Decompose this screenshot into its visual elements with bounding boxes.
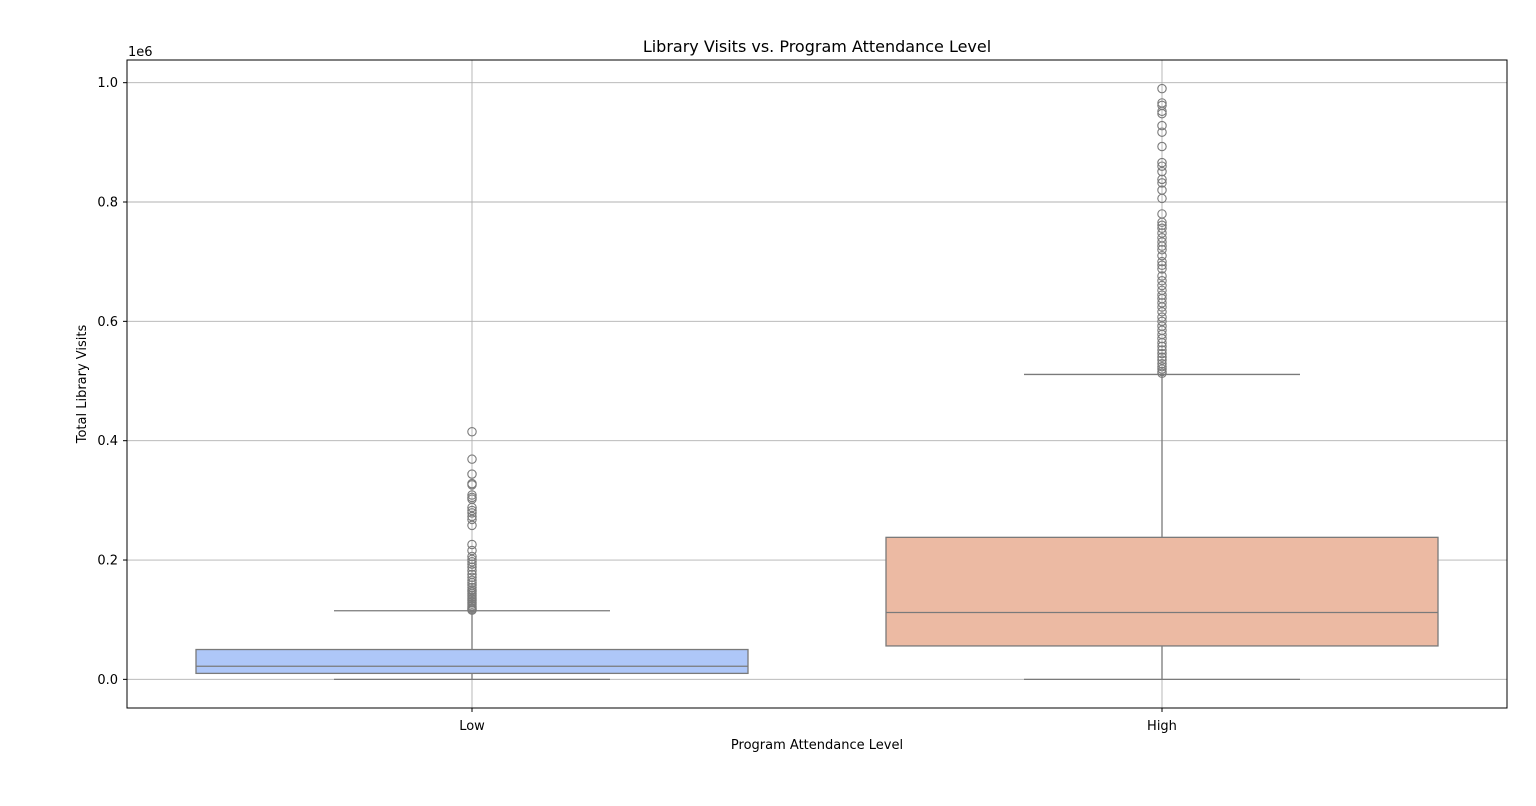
outlier-point	[1157, 193, 1167, 204]
outlier-point	[467, 559, 477, 569]
outlier-point	[467, 426, 477, 437]
outlier-point	[1157, 368, 1167, 379]
outlier-point	[467, 502, 477, 513]
outlier-point	[467, 572, 477, 583]
outlier-point	[1157, 237, 1167, 247]
outlier-point	[1157, 290, 1167, 300]
outlier-point	[467, 539, 477, 550]
outlier-point	[1157, 341, 1167, 352]
outlier-point	[1157, 228, 1167, 238]
outlier-point	[467, 520, 477, 531]
y-tick-label: 0.8	[97, 196, 118, 211]
ticks-layer: 0.0 0.2 0.4 0.6 0.8 1.0 Low High	[97, 76, 1177, 734]
y-offset-label: 1e6	[128, 45, 153, 60]
outlier-point	[467, 514, 477, 525]
outlier-point	[1157, 256, 1167, 267]
outlier-point	[467, 582, 477, 593]
plot-frame	[126, 59, 1508, 709]
outlier-point	[1157, 223, 1167, 234]
outlier-point	[1157, 355, 1167, 365]
y-tick-label: 0.4	[97, 434, 118, 449]
outlier-point	[1157, 108, 1167, 119]
x-tick-label: High	[1147, 719, 1177, 734]
outlier-point	[1157, 358, 1167, 369]
outlier-point	[1157, 307, 1167, 317]
outlier-point	[1157, 352, 1167, 362]
outlier-point	[1157, 316, 1167, 327]
outlier-point	[467, 577, 477, 588]
outlier-point	[1157, 174, 1167, 185]
outlier-point	[467, 545, 477, 556]
iqr-box	[885, 536, 1439, 647]
box-group-low	[195, 426, 749, 681]
outlier-point	[467, 557, 477, 567]
outlier-point	[467, 554, 477, 565]
outlier-point	[467, 508, 477, 518]
boxes-layer	[195, 83, 1439, 681]
outlier-point	[1157, 120, 1167, 131]
outlier-point	[1157, 338, 1167, 348]
outlier-point	[1157, 260, 1167, 271]
outlier-point	[1157, 220, 1167, 231]
outlier-point	[1157, 271, 1167, 281]
outlier-point	[1157, 157, 1167, 168]
outlier-point	[467, 505, 477, 516]
outlier-point	[467, 490, 477, 500]
outlier-point	[1157, 127, 1167, 137]
outlier-point	[1157, 345, 1167, 355]
outlier-point	[1157, 161, 1167, 171]
x-tick-label: Low	[459, 719, 485, 734]
outlier-point	[1157, 241, 1167, 251]
outlier-point	[1157, 348, 1167, 359]
outlier-point	[1157, 244, 1167, 255]
y-tick-label: 0.6	[97, 315, 118, 330]
outlier-point	[1157, 298, 1167, 308]
outlier-point	[1157, 166, 1167, 177]
outlier-point	[1157, 264, 1167, 274]
outlier-point	[467, 551, 477, 562]
outlier-point	[1157, 83, 1167, 94]
outlier-point	[467, 575, 477, 586]
outlier-point	[467, 480, 477, 490]
y-tick-label: 1.0	[97, 76, 118, 91]
outlier-point	[467, 469, 477, 479]
y-axis-label: Total Library Visits	[75, 324, 90, 444]
box-group-high	[885, 83, 1439, 681]
outlier-point	[1157, 141, 1167, 152]
outlier-point	[1157, 276, 1167, 286]
outlier-point	[467, 566, 477, 576]
outlier-point	[1157, 280, 1167, 291]
x-axis-label: Program Attendance Level	[731, 738, 903, 753]
outlier-point	[1157, 364, 1167, 374]
outlier-point	[1157, 333, 1167, 344]
chart-title: Library Visits vs. Program Attendance Le…	[643, 37, 991, 56]
outlier-point	[1157, 178, 1167, 188]
y-tick-label: 0.2	[97, 554, 118, 569]
y-tick-label: 0.0	[97, 673, 118, 688]
outlier-point	[1157, 250, 1167, 261]
outlier-point	[1157, 217, 1167, 228]
outlier-point	[1157, 361, 1167, 372]
outlier-point	[467, 562, 477, 572]
outlier-point	[467, 454, 477, 464]
outlier-point	[1157, 106, 1167, 117]
outlier-point	[467, 511, 477, 522]
outlier-point	[467, 605, 477, 615]
outlier-point	[1157, 302, 1167, 312]
outlier-point	[1157, 312, 1167, 322]
iqr-box	[195, 648, 749, 675]
